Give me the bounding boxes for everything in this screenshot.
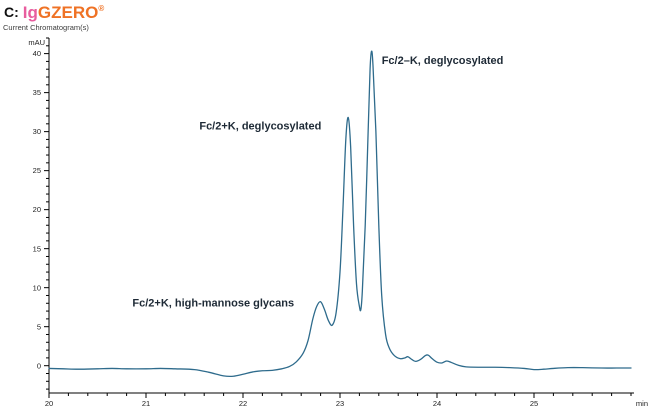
y-tick-label: 40 <box>33 49 41 58</box>
y-tick-label: 5 <box>37 322 41 331</box>
y-tick-label: 0 <box>37 361 41 370</box>
y-tick-label: 10 <box>33 283 41 292</box>
chromatogram-title: C: IgGZERO® <box>4 3 104 23</box>
y-tick-label: 15 <box>33 244 41 253</box>
x-tick-label: 25 <box>530 399 538 408</box>
x-tick-label: 21 <box>142 399 150 408</box>
logo-ig-text: Ig <box>22 3 38 22</box>
chromatogram-trace <box>48 50 632 378</box>
y-tick-label: 20 <box>33 205 41 214</box>
chromatogram-panel-subtitle: Current Chromatogram(s) <box>3 23 89 32</box>
x-tick-label: 24 <box>433 399 441 408</box>
peak-annotation: Fc/2+K, deglycosylated <box>199 120 321 132</box>
y-tick-label: 25 <box>33 166 41 175</box>
peak-annotation: Fc/2–K, deglycosylated <box>382 55 504 67</box>
x-tick-label: 22 <box>239 399 247 408</box>
peak-annotation: Fc/2+K, high-mannose glycans <box>132 297 294 309</box>
panel-letter-label: C: <box>4 4 19 20</box>
x-tick-label: 20 <box>45 399 53 408</box>
logo-gzero-text: GZERO <box>37 3 99 22</box>
y-tick-label: 35 <box>33 88 41 97</box>
y-tick-label: 30 <box>33 127 41 136</box>
y-axis-unit-label: mAU <box>28 38 45 47</box>
x-tick-label: 23 <box>336 399 344 408</box>
iggzero-logo: IgGZERO® <box>23 3 104 22</box>
registered-trademark-symbol: ® <box>98 4 105 13</box>
x-axis-unit-label: min <box>636 399 648 408</box>
